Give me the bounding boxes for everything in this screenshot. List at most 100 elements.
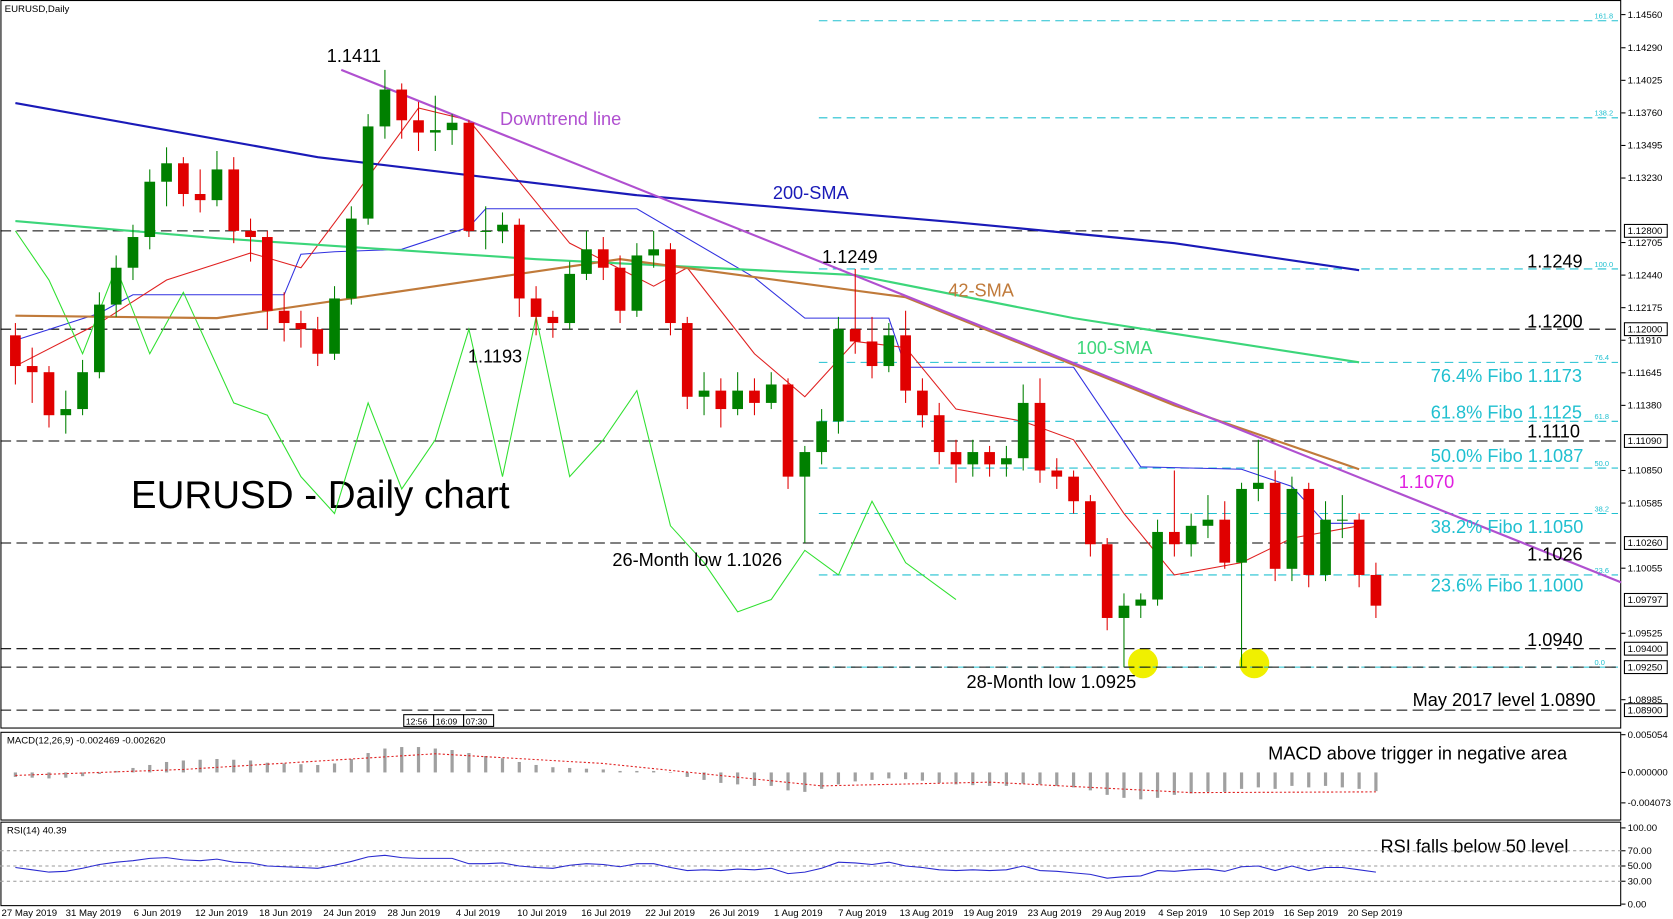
macd-bar [1273, 772, 1277, 789]
candle-body [1068, 476, 1079, 502]
x-tick-label: 1 Aug 2019 [774, 908, 823, 919]
macd-bar [1239, 772, 1244, 789]
level-label: 1.08900 [1628, 705, 1663, 716]
y-tick-label: 1.13495 [1628, 141, 1663, 152]
candle-body [597, 249, 609, 268]
macd-bar [416, 747, 421, 773]
candle-body [1370, 574, 1382, 606]
macd-bar [1155, 772, 1160, 798]
annotation: 1.1193 [468, 347, 522, 367]
y-tick-label: 100.00 [1628, 823, 1657, 834]
candle-body [933, 415, 945, 453]
macd-note: MACD above trigger in negative area [1268, 744, 1568, 764]
candle-body [665, 249, 676, 324]
candle-body [110, 267, 122, 305]
candle-body [749, 390, 760, 403]
macd-bar [1038, 772, 1042, 785]
y-tick-label: 1.08985 [1628, 695, 1663, 706]
candle-body [429, 130, 441, 133]
level-box [1623, 536, 1668, 550]
candle-body [26, 366, 38, 373]
trendline [340, 68, 1622, 584]
time-label: 12:56 [406, 716, 428, 726]
macd-bar [500, 758, 505, 773]
macd-bar [1021, 772, 1025, 784]
macd-bar [719, 772, 723, 783]
level-box [1623, 223, 1668, 238]
annotation: 23.6% Fibo 1.1000 [1431, 576, 1584, 596]
y-tick-label: -0.004073 [1628, 798, 1671, 809]
candle-body [1353, 519, 1365, 575]
candle-body [1252, 482, 1264, 489]
macd-bar [1071, 772, 1076, 788]
main-panel [0, 0, 1622, 729]
x-tick-label: 7 Aug 2019 [838, 908, 887, 919]
macd-bar [1189, 772, 1193, 794]
level-box [1623, 322, 1668, 337]
candle-body [883, 335, 895, 367]
macd-bar [870, 772, 874, 780]
candle-body [513, 224, 525, 299]
macd-bar [1206, 772, 1210, 792]
macd-bar [332, 763, 337, 773]
candle-body [497, 224, 508, 231]
annotation: 1.1249 [822, 247, 878, 267]
macd-bar [433, 748, 437, 773]
x-tick-label: 23 Aug 2019 [1028, 908, 1082, 919]
annotation: 1.1026 [1527, 545, 1583, 565]
level-box [1623, 641, 1668, 656]
macd-bar [702, 772, 706, 780]
macd-bar [971, 772, 975, 786]
macd-bar [786, 772, 790, 791]
macd-bar [97, 772, 101, 774]
candle-body [1152, 531, 1163, 600]
candle-body [345, 218, 357, 299]
candle-body [161, 163, 172, 182]
y-tick-label: 1.10850 [1628, 466, 1663, 477]
macd-bar [349, 758, 353, 773]
candle-body [245, 230, 256, 238]
candle-body [94, 304, 105, 373]
y-tick-label: 30.00 [1628, 876, 1652, 887]
x-tick-label: 20 Sep 2019 [1348, 908, 1403, 919]
annotation: 1.1249 [1527, 251, 1583, 271]
macd-bar [80, 772, 85, 777]
sma-line [15, 102, 1360, 272]
candle-body [278, 310, 290, 324]
candle-body [681, 323, 693, 397]
level-label: 1.09400 [1628, 644, 1663, 655]
low-marker [1128, 648, 1158, 679]
fibo-label: 100.0 [1594, 260, 1613, 269]
candle-body [1051, 470, 1063, 477]
price-box [1623, 592, 1668, 607]
macd-bar [164, 761, 169, 773]
macd-bar [635, 770, 639, 773]
macd-bar [1139, 772, 1143, 800]
macd-bar [1340, 772, 1344, 788]
macd-bar [954, 772, 958, 785]
candle-body [60, 409, 72, 416]
macd-bar [1374, 772, 1378, 792]
x-tick-label: 10 Sep 2019 [1220, 908, 1275, 919]
annotation: 1.1200 [1527, 311, 1583, 331]
candle-body [1320, 519, 1331, 575]
symbol: EURUSD,Daily [5, 4, 70, 15]
indicator-line [15, 107, 1360, 576]
level-box [1623, 434, 1668, 448]
rsi-line [15, 854, 1376, 879]
macd-bar [1290, 772, 1294, 786]
x-tick-label: 18 Jun 2019 [259, 908, 312, 919]
candle-body [631, 255, 643, 311]
candle-body [530, 298, 542, 317]
candle-body [480, 230, 492, 232]
rsi-note: RSI falls below 50 level [1381, 837, 1569, 857]
x-tick-label: 13 Aug 2019 [899, 908, 953, 919]
line-label: 42-SMA [948, 280, 1015, 300]
candle-body [178, 163, 189, 195]
candle-body [1101, 544, 1113, 618]
macd-bar [450, 750, 454, 773]
candle-body [228, 169, 240, 231]
fibo-label: 23.6 [1594, 566, 1609, 575]
y-tick-label: 1.12440 [1628, 270, 1663, 281]
